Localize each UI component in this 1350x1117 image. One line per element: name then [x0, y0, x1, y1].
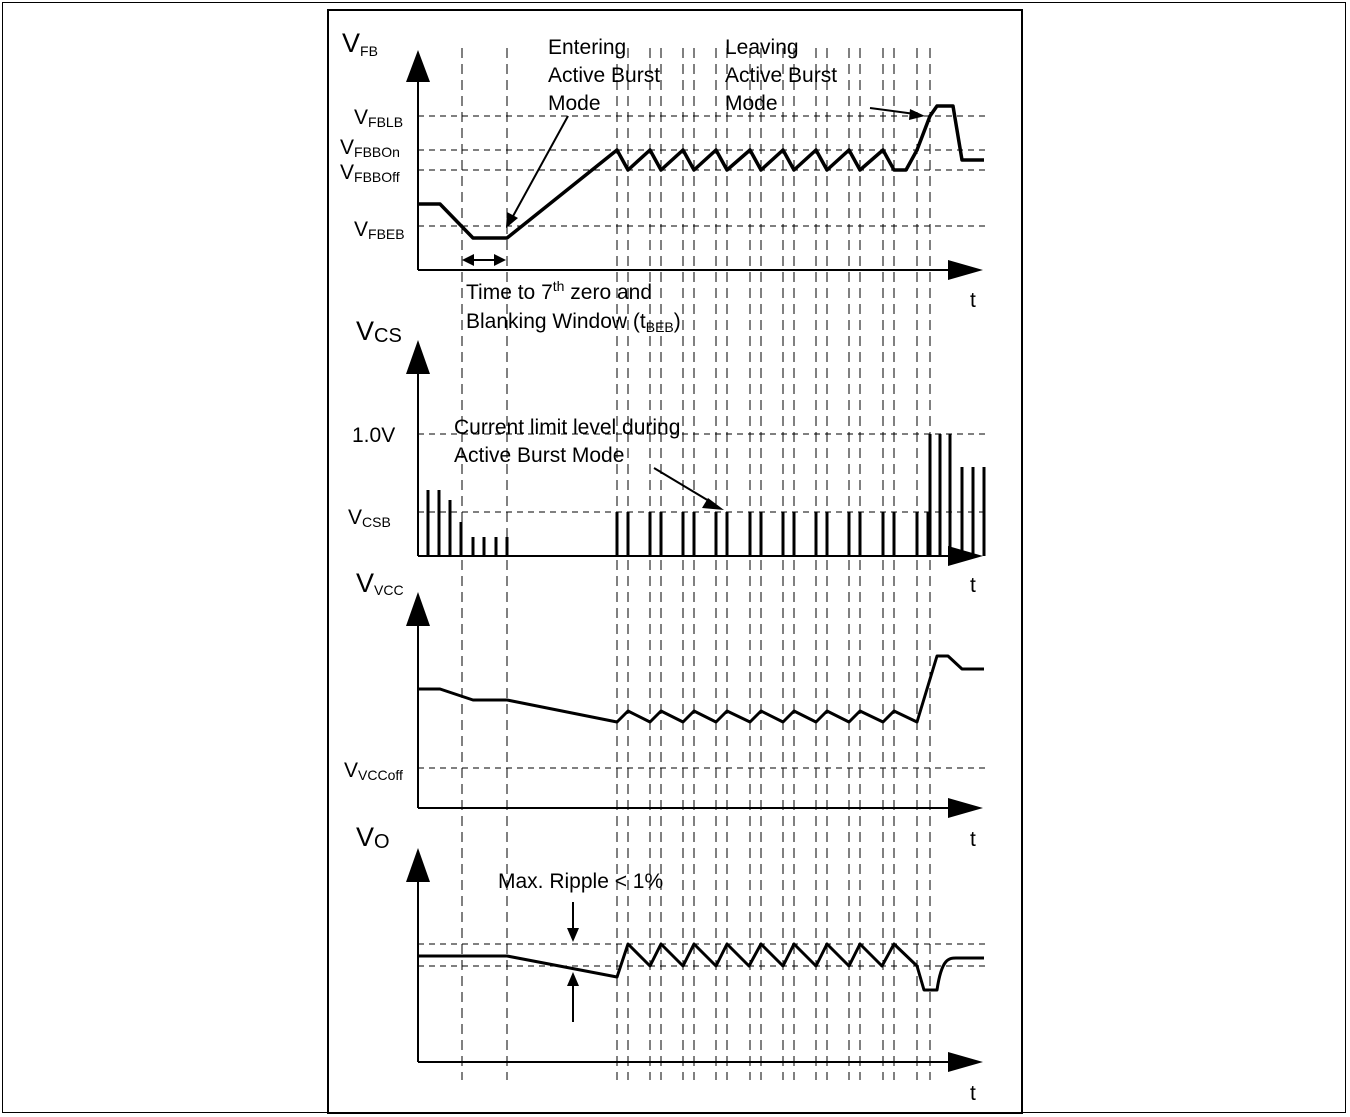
- leave-note-line2: Active Burst: [725, 64, 837, 87]
- vcs-y-arrow: [406, 340, 430, 374]
- ripple-top-arrow-head: [567, 928, 579, 942]
- vfb-y-arrow: [406, 50, 430, 82]
- vvcc-x-arrow: [948, 798, 983, 818]
- cs-note-line2: Active Burst Mode: [454, 444, 624, 467]
- cs-note-line1: Current limit level during: [454, 416, 680, 439]
- vcs-axis-label: VCS: [356, 316, 402, 347]
- time-note-line1: Time to 7th zero and: [466, 278, 652, 304]
- time-note-line2: Blanking Window (tBEB): [466, 310, 681, 335]
- diagram-frame: [327, 9, 1023, 1114]
- tbeb-left-arrow: [462, 254, 474, 266]
- vo-y-arrow: [406, 848, 430, 882]
- vcs-pulses: [426, 434, 986, 556]
- enter-arrow-line: [511, 115, 569, 219]
- tbeb-right-arrow: [494, 254, 506, 266]
- enter-arrow-head: [506, 212, 518, 228]
- ripple-bottom-arrow-head: [567, 972, 579, 986]
- vfbbon-label: VFBBOn: [340, 136, 400, 160]
- time-marker-lines: [461, 48, 931, 1080]
- vvcc-y-arrow: [406, 592, 430, 626]
- vcs-x-arrow: [948, 546, 983, 566]
- leave-note-line1: Leaving: [725, 36, 799, 59]
- enter-note-line1: Entering: [548, 36, 626, 59]
- enter-note-line3: Mode: [548, 92, 601, 115]
- vvcc-axis-label: VVCC: [356, 568, 404, 598]
- vvcc-waveform: [418, 654, 984, 724]
- vfbboff-label: VFBBOff: [340, 161, 400, 185]
- vvcc-panel: VVCC t VVCCoff: [344, 568, 985, 851]
- vccoff-label: VVCCoff: [344, 759, 403, 783]
- vo-waveform: [418, 942, 984, 992]
- vo-panel: VO t Max. Ripple < 1%: [356, 822, 985, 1105]
- leave-arrow-line: [869, 107, 916, 115]
- vfb-axis-label: VFB: [342, 28, 378, 59]
- enter-note-line2: Active Burst: [548, 64, 660, 87]
- vcs-t-label: t: [970, 574, 976, 597]
- ripple-note: Max. Ripple < 1%: [498, 870, 663, 893]
- vfblb-label: VFBLB: [354, 106, 403, 130]
- leave-arrow-head: [909, 109, 925, 120]
- leave-note-line3: Mode: [725, 92, 778, 115]
- vo-x-arrow: [948, 1052, 983, 1072]
- vcs-panel: VCS t 1.0V VCSB Current limit level duri…: [348, 316, 986, 597]
- cs-arrow-line: [653, 467, 715, 505]
- cs-arrow-head: [702, 498, 724, 510]
- vcsb-label: VCSB: [348, 506, 391, 530]
- vvcc-t-label: t: [970, 828, 976, 851]
- vfb-x-arrow: [948, 260, 983, 280]
- vo-axis-label: VO: [356, 822, 390, 853]
- cs-1v-label: 1.0V: [352, 424, 395, 447]
- vfb-panel: VFB t VFBLB VFBBOn VFBBOff VFBEB Enterin…: [340, 28, 985, 335]
- vfbeb-label: VFBEB: [354, 218, 405, 242]
- vfb-t-label: t: [970, 289, 976, 312]
- vo-t-label: t: [970, 1082, 976, 1105]
- vfb-waveform: [418, 104, 984, 240]
